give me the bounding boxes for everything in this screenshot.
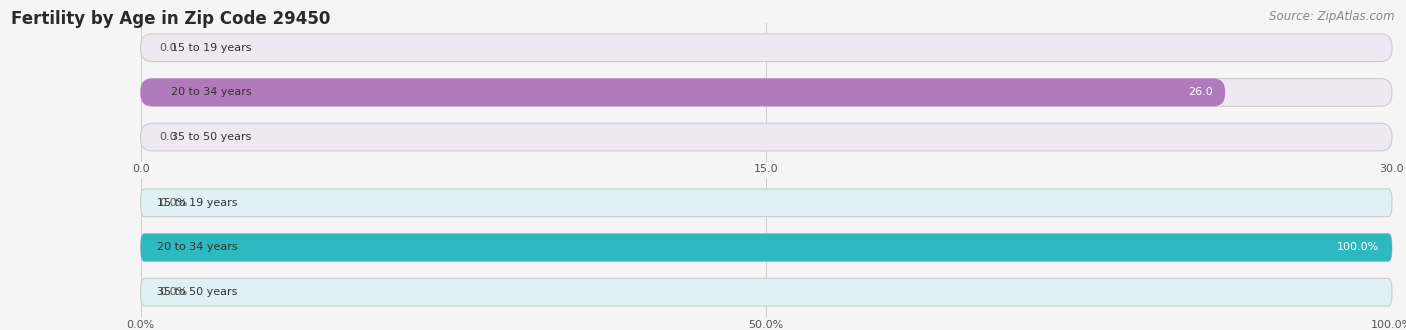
Text: 35 to 50 years: 35 to 50 years	[157, 287, 238, 297]
Text: Fertility by Age in Zip Code 29450: Fertility by Age in Zip Code 29450	[11, 10, 330, 28]
Text: 15 to 19 years: 15 to 19 years	[172, 43, 252, 53]
Text: 15 to 19 years: 15 to 19 years	[157, 198, 238, 208]
FancyBboxPatch shape	[141, 79, 1392, 106]
FancyBboxPatch shape	[141, 79, 1225, 106]
Text: 0.0%: 0.0%	[159, 287, 187, 297]
FancyBboxPatch shape	[141, 34, 1392, 62]
Text: 0.0%: 0.0%	[159, 198, 187, 208]
FancyBboxPatch shape	[141, 234, 1392, 261]
Text: Source: ZipAtlas.com: Source: ZipAtlas.com	[1270, 10, 1395, 23]
Text: 26.0: 26.0	[1188, 87, 1212, 97]
FancyBboxPatch shape	[141, 189, 1392, 217]
Text: 100.0%: 100.0%	[1337, 243, 1379, 252]
Text: 0.0: 0.0	[159, 132, 177, 142]
Text: 20 to 34 years: 20 to 34 years	[172, 87, 252, 97]
Text: 35 to 50 years: 35 to 50 years	[172, 132, 252, 142]
FancyBboxPatch shape	[141, 234, 1392, 261]
FancyBboxPatch shape	[141, 278, 1392, 306]
Text: 20 to 34 years: 20 to 34 years	[157, 243, 238, 252]
FancyBboxPatch shape	[141, 123, 1392, 151]
Text: 0.0: 0.0	[159, 43, 177, 53]
